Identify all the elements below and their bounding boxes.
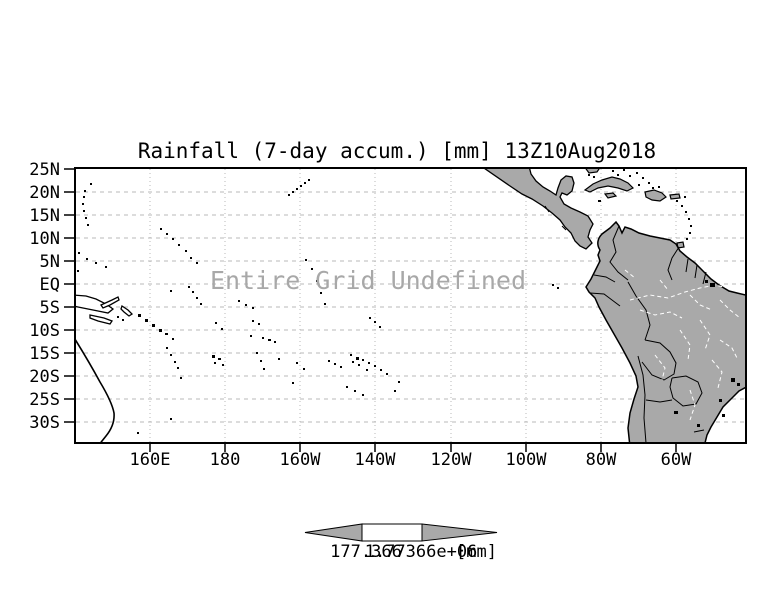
- land-central-america: [484, 169, 594, 250]
- overlay-undefined-text: Entire Grid Undefined: [210, 266, 526, 295]
- lon-label-160e: 160E: [130, 450, 171, 470]
- colorbar: 177.366 1.77366e+06 [mm]: [304, 523, 498, 562]
- colorbar-box: [361, 523, 423, 542]
- lon-label-60w: 60W: [661, 450, 692, 470]
- colorbar-right-arrow: [421, 523, 498, 542]
- land-cuba: [583, 176, 635, 193]
- lon-label-80w: 80W: [586, 450, 617, 470]
- colorbar-left-arrow: [304, 523, 363, 542]
- lon-label-120w: 120W: [431, 450, 473, 470]
- colorbar-max-label: 1.77366e+06: [365, 542, 478, 562]
- land-antilles: [583, 169, 685, 249]
- coastline-new-guinea: [76, 294, 134, 325]
- lon-label-140w: 140W: [355, 450, 397, 470]
- lat-label-15n: 15N: [29, 206, 60, 226]
- land-south-america: [585, 220, 745, 442]
- lat-label-5s: 5S: [40, 298, 60, 318]
- lat-label-25n: 25N: [29, 160, 60, 180]
- colorbar-min-label: 177.366: [330, 542, 402, 562]
- land-jamaica: [603, 192, 618, 199]
- land-florida-tip: [585, 169, 600, 174]
- lon-label-180: 180: [210, 450, 241, 470]
- lon-label-160w: 160W: [280, 450, 322, 470]
- country-borders: [544, 205, 707, 442]
- map-land: [76, 169, 745, 442]
- x-axis-labels: 160E 180 160W 140W 120W 100W 80W 60W: [130, 450, 693, 470]
- lat-label-10n: 10N: [29, 229, 60, 249]
- lon-gridlines: [149, 169, 677, 442]
- lat-label-25s: 25S: [29, 390, 60, 410]
- lat-label-5n: 5N: [40, 252, 60, 272]
- lon-label-100w: 100W: [506, 450, 548, 470]
- lat-label-20s: 20S: [29, 367, 60, 387]
- lat-label-10s: 10S: [29, 321, 60, 341]
- lat-label-20n: 20N: [29, 183, 60, 203]
- coastline-australia: [76, 339, 115, 442]
- plot-title: Rainfall (7-day accum.) [mm] 13Z10Aug201…: [138, 139, 656, 163]
- colorbar-units-label: [mm]: [456, 542, 497, 562]
- lat-label-eq: EQ: [40, 275, 60, 295]
- map-frame: [74, 167, 747, 444]
- y-axis-ticks: [64, 168, 74, 423]
- lat-label-30s: 30S: [29, 413, 60, 433]
- lat-label-15s: 15S: [29, 344, 60, 364]
- y-axis-labels: 25N 20N 15N 10N 5N EQ 5S 10S 15S 20S 25S…: [29, 160, 60, 433]
- land-hispaniola: [644, 189, 667, 202]
- x-axis-ticks: [149, 444, 677, 452]
- land-puerto-rico: [669, 193, 681, 200]
